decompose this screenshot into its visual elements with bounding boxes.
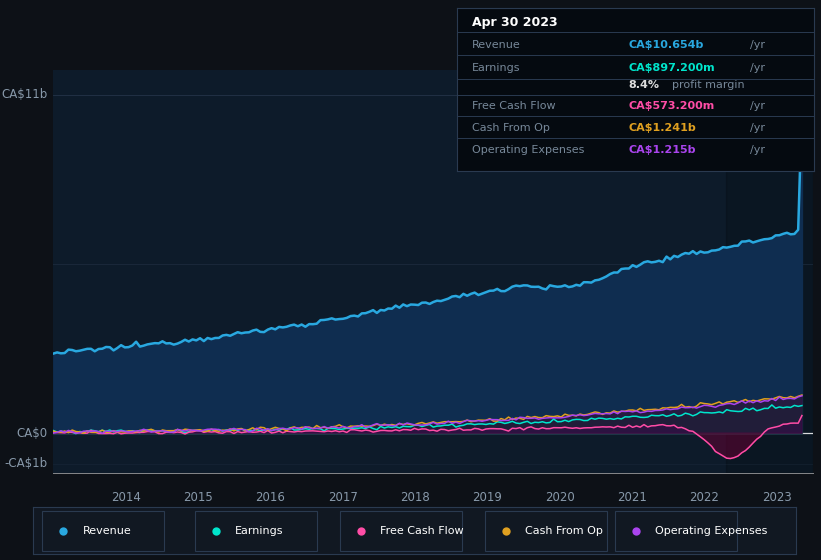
Text: 2021: 2021 — [617, 491, 647, 505]
Text: /yr: /yr — [750, 63, 765, 73]
Text: -CA$1b: -CA$1b — [4, 458, 48, 470]
Text: Cash From Op: Cash From Op — [471, 123, 549, 133]
Text: Revenue: Revenue — [82, 526, 131, 535]
Text: 2019: 2019 — [472, 491, 502, 505]
Text: Earnings: Earnings — [471, 63, 520, 73]
Text: 8.4%: 8.4% — [629, 80, 660, 90]
Text: Free Cash Flow: Free Cash Flow — [471, 101, 555, 111]
Text: profit margin: profit margin — [672, 80, 744, 90]
Text: CA$1.241b: CA$1.241b — [629, 123, 696, 133]
Text: CA$0: CA$0 — [16, 427, 48, 440]
Text: 2015: 2015 — [183, 491, 213, 505]
Text: 2014: 2014 — [111, 491, 140, 505]
Text: 2016: 2016 — [255, 491, 285, 505]
Text: Apr 30 2023: Apr 30 2023 — [471, 16, 557, 29]
Text: /yr: /yr — [750, 123, 765, 133]
Text: Free Cash Flow: Free Cash Flow — [380, 526, 464, 535]
Text: CA$11b: CA$11b — [1, 88, 48, 101]
Bar — [726, 70, 813, 473]
Text: Operating Expenses: Operating Expenses — [655, 526, 768, 535]
Text: Cash From Op: Cash From Op — [525, 526, 603, 535]
Text: 2023: 2023 — [762, 491, 791, 505]
Text: 2018: 2018 — [400, 491, 430, 505]
Text: /yr: /yr — [750, 40, 765, 50]
Text: 2022: 2022 — [690, 491, 719, 505]
Text: CA$573.200m: CA$573.200m — [629, 101, 715, 111]
Text: CA$1.215b: CA$1.215b — [629, 144, 696, 155]
Text: 2020: 2020 — [545, 491, 575, 505]
Text: Earnings: Earnings — [235, 526, 284, 535]
Text: /yr: /yr — [750, 144, 765, 155]
Text: CA$897.200m: CA$897.200m — [629, 63, 715, 73]
Text: /yr: /yr — [750, 101, 765, 111]
Text: CA$10.654b: CA$10.654b — [629, 40, 704, 50]
Text: Operating Expenses: Operating Expenses — [471, 144, 584, 155]
Text: Revenue: Revenue — [471, 40, 521, 50]
Text: 2017: 2017 — [328, 491, 358, 505]
